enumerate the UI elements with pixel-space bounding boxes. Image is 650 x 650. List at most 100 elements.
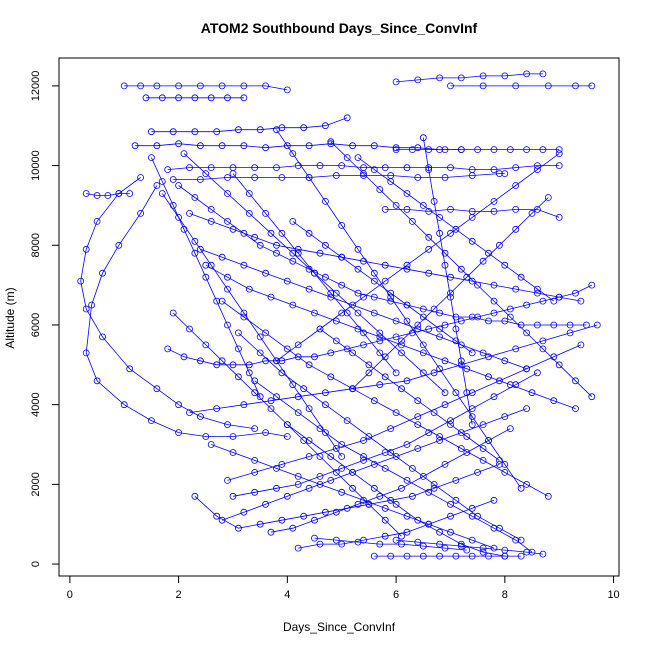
data-point <box>495 524 503 532</box>
data-point <box>534 205 541 213</box>
data-point <box>267 397 275 405</box>
y-tick-label: 4000 <box>30 392 42 416</box>
data-point <box>316 480 324 488</box>
data-point <box>207 261 215 269</box>
series-line-27 <box>298 499 495 549</box>
data-point <box>403 261 411 269</box>
data-point <box>283 142 291 150</box>
data-point <box>218 253 226 261</box>
data-point <box>452 337 460 345</box>
data-point <box>120 401 128 409</box>
data-point <box>370 309 378 317</box>
data-point <box>343 114 351 122</box>
data-point <box>360 329 367 337</box>
data-point <box>495 241 503 249</box>
data-point <box>512 205 520 213</box>
data-point <box>479 349 487 357</box>
data-point <box>534 321 541 329</box>
series-line-9 <box>173 173 505 180</box>
data-point <box>430 197 438 205</box>
data-point <box>414 413 422 421</box>
data-point <box>300 124 308 132</box>
data-point <box>229 492 237 500</box>
data-point <box>550 297 558 305</box>
data-point <box>370 484 378 492</box>
series-line-24 <box>254 380 533 553</box>
data-point <box>294 341 302 349</box>
data-point <box>490 496 498 504</box>
data-point <box>588 393 596 401</box>
data-point <box>234 373 242 381</box>
data-point <box>544 492 552 500</box>
data-point <box>447 82 454 90</box>
data-point <box>360 453 367 460</box>
data-point <box>436 540 444 548</box>
data-point <box>218 357 226 365</box>
data-point <box>224 217 231 225</box>
data-point <box>381 164 389 172</box>
data-point <box>436 528 444 536</box>
data-point <box>403 190 411 197</box>
data-point <box>425 146 433 154</box>
data-point <box>256 126 264 134</box>
data-point <box>289 524 297 532</box>
data-point <box>447 500 454 508</box>
data-point <box>441 146 449 154</box>
data-point <box>240 309 248 317</box>
data-point <box>414 421 422 429</box>
data-point <box>479 82 487 90</box>
data-point <box>387 289 395 297</box>
data-point <box>572 405 579 413</box>
data-point <box>354 309 362 317</box>
data-point <box>436 146 444 154</box>
data-point <box>452 225 460 233</box>
data-point <box>490 393 498 401</box>
data-point <box>468 172 476 179</box>
data-point <box>240 94 248 102</box>
data-point <box>452 325 460 333</box>
chart-title: ATOM2 Southbound Days_Since_ConvInf <box>201 20 478 36</box>
data-point <box>262 329 270 337</box>
data-point <box>517 552 525 560</box>
data-point <box>457 265 465 273</box>
data-point <box>490 146 498 154</box>
data-point <box>256 393 264 401</box>
data-point <box>202 341 210 349</box>
data-point <box>555 146 563 154</box>
data-point <box>305 405 313 413</box>
data-point <box>93 377 101 385</box>
data-point <box>191 128 199 136</box>
series-line-1 <box>124 85 288 91</box>
data-point <box>436 229 444 237</box>
data-point <box>490 544 498 552</box>
data-point <box>425 164 433 172</box>
data-point <box>338 540 346 548</box>
data-point <box>419 201 427 209</box>
data-point <box>234 126 242 134</box>
data-point <box>245 190 253 197</box>
data-point <box>202 261 210 269</box>
data-point <box>186 325 193 333</box>
data-point <box>240 313 248 321</box>
y-tick-label: 8000 <box>30 233 42 257</box>
data-point <box>387 552 395 560</box>
data-point <box>370 552 378 560</box>
data-point <box>332 337 340 345</box>
data-point <box>572 289 579 297</box>
data-point <box>517 273 525 281</box>
data-point <box>311 353 318 361</box>
data-point <box>495 170 503 178</box>
data-point <box>229 361 237 369</box>
data-point <box>207 205 215 213</box>
data-point <box>468 504 476 512</box>
data-point <box>311 269 318 277</box>
series-line-30 <box>314 537 467 551</box>
data-point <box>381 449 389 456</box>
data-point <box>137 174 145 181</box>
data-point <box>436 552 444 560</box>
data-point <box>175 82 183 90</box>
data-point <box>273 393 280 401</box>
data-point <box>251 425 259 433</box>
series-line-5 <box>135 143 462 151</box>
data-point <box>447 293 454 301</box>
